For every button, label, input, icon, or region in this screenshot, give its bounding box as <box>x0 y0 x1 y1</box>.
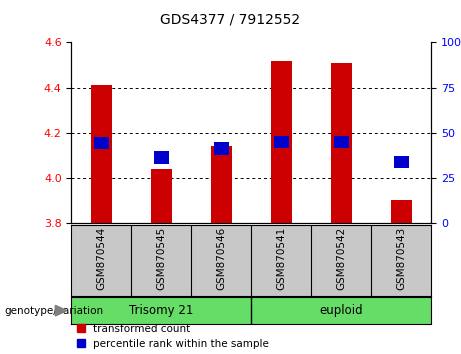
Text: genotype/variation: genotype/variation <box>5 306 104 316</box>
Bar <box>214 142 229 155</box>
Bar <box>94 137 109 149</box>
Text: GSM870541: GSM870541 <box>276 227 286 290</box>
Bar <box>151 169 172 223</box>
Bar <box>271 61 292 223</box>
Text: GSM870546: GSM870546 <box>216 227 226 290</box>
Bar <box>390 200 412 223</box>
Text: Trisomy 21: Trisomy 21 <box>129 304 194 317</box>
Bar <box>211 146 232 223</box>
Text: euploid: euploid <box>319 304 363 317</box>
Bar <box>394 156 408 168</box>
Text: GSM870545: GSM870545 <box>156 227 166 290</box>
Text: GSM870544: GSM870544 <box>96 227 106 290</box>
Bar <box>91 85 112 223</box>
Legend: transformed count, percentile rank within the sample: transformed count, percentile rank withi… <box>77 324 269 349</box>
Bar <box>334 136 349 148</box>
Text: GSM870543: GSM870543 <box>396 227 406 290</box>
Text: GSM870542: GSM870542 <box>336 227 346 290</box>
Bar <box>274 136 289 148</box>
Text: GDS4377 / 7912552: GDS4377 / 7912552 <box>160 12 301 27</box>
Bar <box>331 63 352 223</box>
Bar <box>154 152 169 164</box>
